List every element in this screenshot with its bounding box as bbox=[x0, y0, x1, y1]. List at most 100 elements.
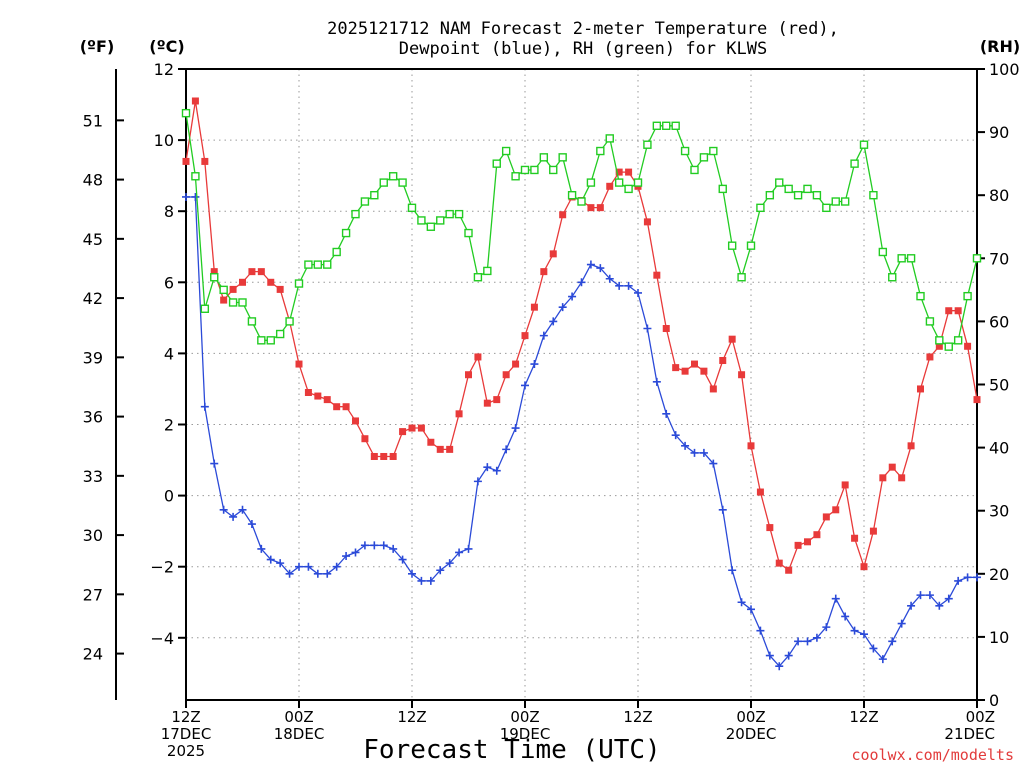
fahrenheit-tick-label: 24 bbox=[83, 645, 103, 664]
dewpoint-point bbox=[624, 281, 633, 290]
dewpoint-point bbox=[530, 360, 539, 369]
dewpoint-point bbox=[652, 377, 661, 386]
chart-title-line1: 2025121712 NAM Forecast 2-meter Temperat… bbox=[327, 19, 839, 39]
temperature-point bbox=[436, 445, 444, 453]
x-tick-label: 2025 bbox=[167, 742, 205, 760]
dewpoint-point bbox=[473, 477, 482, 486]
dewpoint-point bbox=[568, 292, 577, 301]
celsius-tick-label: 10 bbox=[154, 131, 174, 150]
temperature-point bbox=[521, 332, 529, 340]
rh-point bbox=[323, 260, 332, 269]
celsius-tick-label: 4 bbox=[164, 344, 174, 363]
dewpoint-point bbox=[822, 623, 831, 632]
dewpoint-point bbox=[313, 569, 322, 578]
dewpoint-point bbox=[681, 441, 690, 450]
temperature-point bbox=[794, 541, 802, 549]
temperature-point bbox=[691, 360, 698, 368]
rh-point bbox=[709, 146, 718, 156]
x-tick-label: 18DEC bbox=[274, 725, 325, 743]
dewpoint-point bbox=[502, 445, 511, 454]
dewpoint-point bbox=[643, 324, 652, 333]
dewpoint-point bbox=[379, 541, 388, 550]
rh-point bbox=[219, 285, 228, 295]
dewpoint-point bbox=[370, 541, 379, 550]
axis-ticks: 121086420−2−4514845423936333027241009080… bbox=[83, 60, 1020, 760]
dewpoint-point bbox=[747, 605, 755, 614]
dewpoint-point bbox=[634, 288, 642, 297]
temperature-point bbox=[314, 392, 322, 400]
temperature-point bbox=[653, 271, 661, 279]
temperature-point bbox=[625, 168, 633, 176]
x-tick-label: 12Z bbox=[623, 708, 652, 726]
rh-point bbox=[624, 184, 633, 194]
fahrenheit-unit-label: (ºF) bbox=[80, 37, 115, 56]
rh-point bbox=[285, 317, 294, 326]
rh-point bbox=[210, 273, 219, 282]
dewpoint-point bbox=[577, 278, 586, 287]
rh-point bbox=[473, 273, 483, 282]
dewpoint-point bbox=[869, 644, 878, 653]
temperature-point bbox=[945, 307, 953, 315]
rh-point bbox=[652, 121, 662, 130]
rh-point bbox=[351, 209, 360, 219]
dewpoint-point bbox=[295, 562, 303, 571]
credit-text: coolwx.com/modelts bbox=[851, 746, 1014, 764]
dewpoint-point bbox=[539, 331, 548, 340]
rh-point bbox=[662, 121, 671, 130]
dewpoint-point bbox=[718, 505, 727, 514]
temperature-point bbox=[239, 278, 246, 286]
temperature-point bbox=[540, 268, 548, 276]
dewpoint-point bbox=[436, 566, 445, 575]
rh-point bbox=[643, 140, 652, 149]
dewpoint-point bbox=[756, 626, 765, 635]
rh-point bbox=[859, 140, 869, 149]
temperature-point bbox=[455, 410, 463, 418]
x-tick-label: 20DEC bbox=[726, 725, 777, 743]
series-dewpoint bbox=[182, 192, 981, 671]
rh-point bbox=[840, 197, 850, 206]
rh-point bbox=[520, 165, 530, 175]
rh-point bbox=[822, 203, 831, 213]
fahrenheit-tick-label: 30 bbox=[83, 526, 103, 545]
rh-tick-label: 30 bbox=[989, 502, 1009, 521]
temperature-point bbox=[766, 524, 774, 532]
temperature-point bbox=[681, 367, 689, 375]
dewpoint-point bbox=[191, 192, 200, 201]
dewpoint-point bbox=[276, 559, 285, 568]
celsius-tick-label: 6 bbox=[164, 273, 174, 292]
rh-point bbox=[671, 121, 680, 130]
rh-point bbox=[398, 178, 407, 187]
dewpoint-point bbox=[784, 651, 793, 660]
rh-point bbox=[294, 279, 304, 288]
rh-point bbox=[181, 108, 191, 118]
dewpoint-point bbox=[351, 548, 360, 557]
temperature-point bbox=[709, 385, 717, 393]
x-tick-label: 12Z bbox=[397, 708, 426, 726]
dewpoint-point bbox=[426, 576, 435, 585]
dewpoint-point bbox=[238, 505, 247, 514]
temperature-point bbox=[728, 335, 736, 343]
fahrenheit-tick-label: 36 bbox=[83, 408, 103, 427]
temperature-point bbox=[323, 396, 331, 404]
dewpoint-point bbox=[954, 576, 963, 585]
rh-point bbox=[596, 146, 605, 156]
temperature-point bbox=[606, 182, 614, 190]
rh-point bbox=[944, 342, 953, 351]
dewpoint-point bbox=[521, 381, 529, 390]
rh-point bbox=[332, 247, 341, 257]
rh-unit-label: (RH) bbox=[980, 37, 1020, 56]
rh-tick-label: 10 bbox=[989, 628, 1009, 647]
rh-point bbox=[238, 298, 247, 307]
dewpoint-point bbox=[888, 637, 897, 646]
temperature-point bbox=[191, 97, 199, 105]
x-axis-label: Forecast Time (UTC) bbox=[363, 735, 660, 765]
rh-point bbox=[483, 266, 492, 276]
fahrenheit-tick-label: 27 bbox=[83, 585, 103, 604]
dewpoint-point bbox=[266, 555, 275, 564]
temperature-point bbox=[813, 531, 821, 539]
rh-point bbox=[699, 153, 709, 162]
series-layer bbox=[181, 97, 982, 671]
rh-point bbox=[906, 254, 916, 263]
dewpoint-point bbox=[775, 662, 784, 671]
dewpoint-point bbox=[794, 637, 803, 646]
